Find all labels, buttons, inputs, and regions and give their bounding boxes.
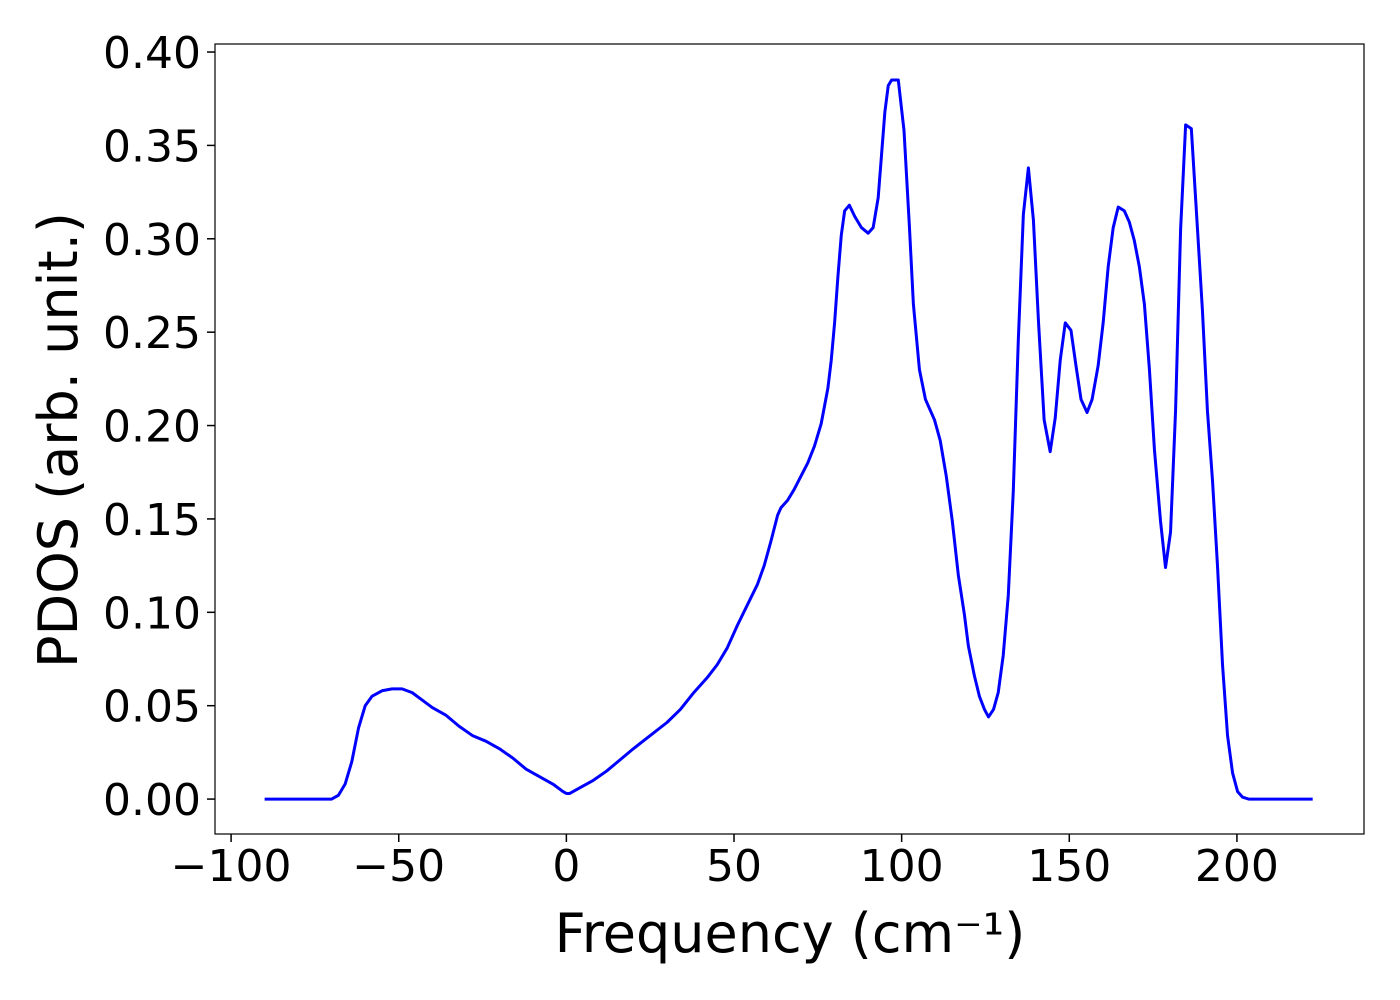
x-tick-label: 50 <box>706 841 762 892</box>
x-tick-label: 0 <box>552 841 580 892</box>
x-tick-label: −50 <box>352 841 445 892</box>
y-tick-label: 0.20 <box>103 402 201 453</box>
x-tick-label: −100 <box>171 841 292 892</box>
x-axis-label: Frequency (cm⁻¹) <box>555 902 1026 965</box>
y-axis-label: PDOS (arb. unit.) <box>27 212 90 668</box>
y-tick-label: 0.40 <box>103 28 201 79</box>
x-tick-label: 200 <box>1195 841 1279 892</box>
y-tick-label: 0.10 <box>103 588 201 639</box>
y-tick-label: 0.25 <box>103 308 201 359</box>
pdos-line <box>264 78 1313 801</box>
y-tick-label: 0.30 <box>103 215 201 266</box>
plot-frame <box>214 43 1365 835</box>
y-tick-label: 0.15 <box>103 495 201 546</box>
y-tick-label: 0.05 <box>103 682 201 733</box>
x-tick-label: 150 <box>1027 841 1111 892</box>
x-tick-label: 100 <box>860 841 944 892</box>
y-tick-label: 0.00 <box>103 775 201 826</box>
y-tick-label: 0.35 <box>103 121 201 172</box>
